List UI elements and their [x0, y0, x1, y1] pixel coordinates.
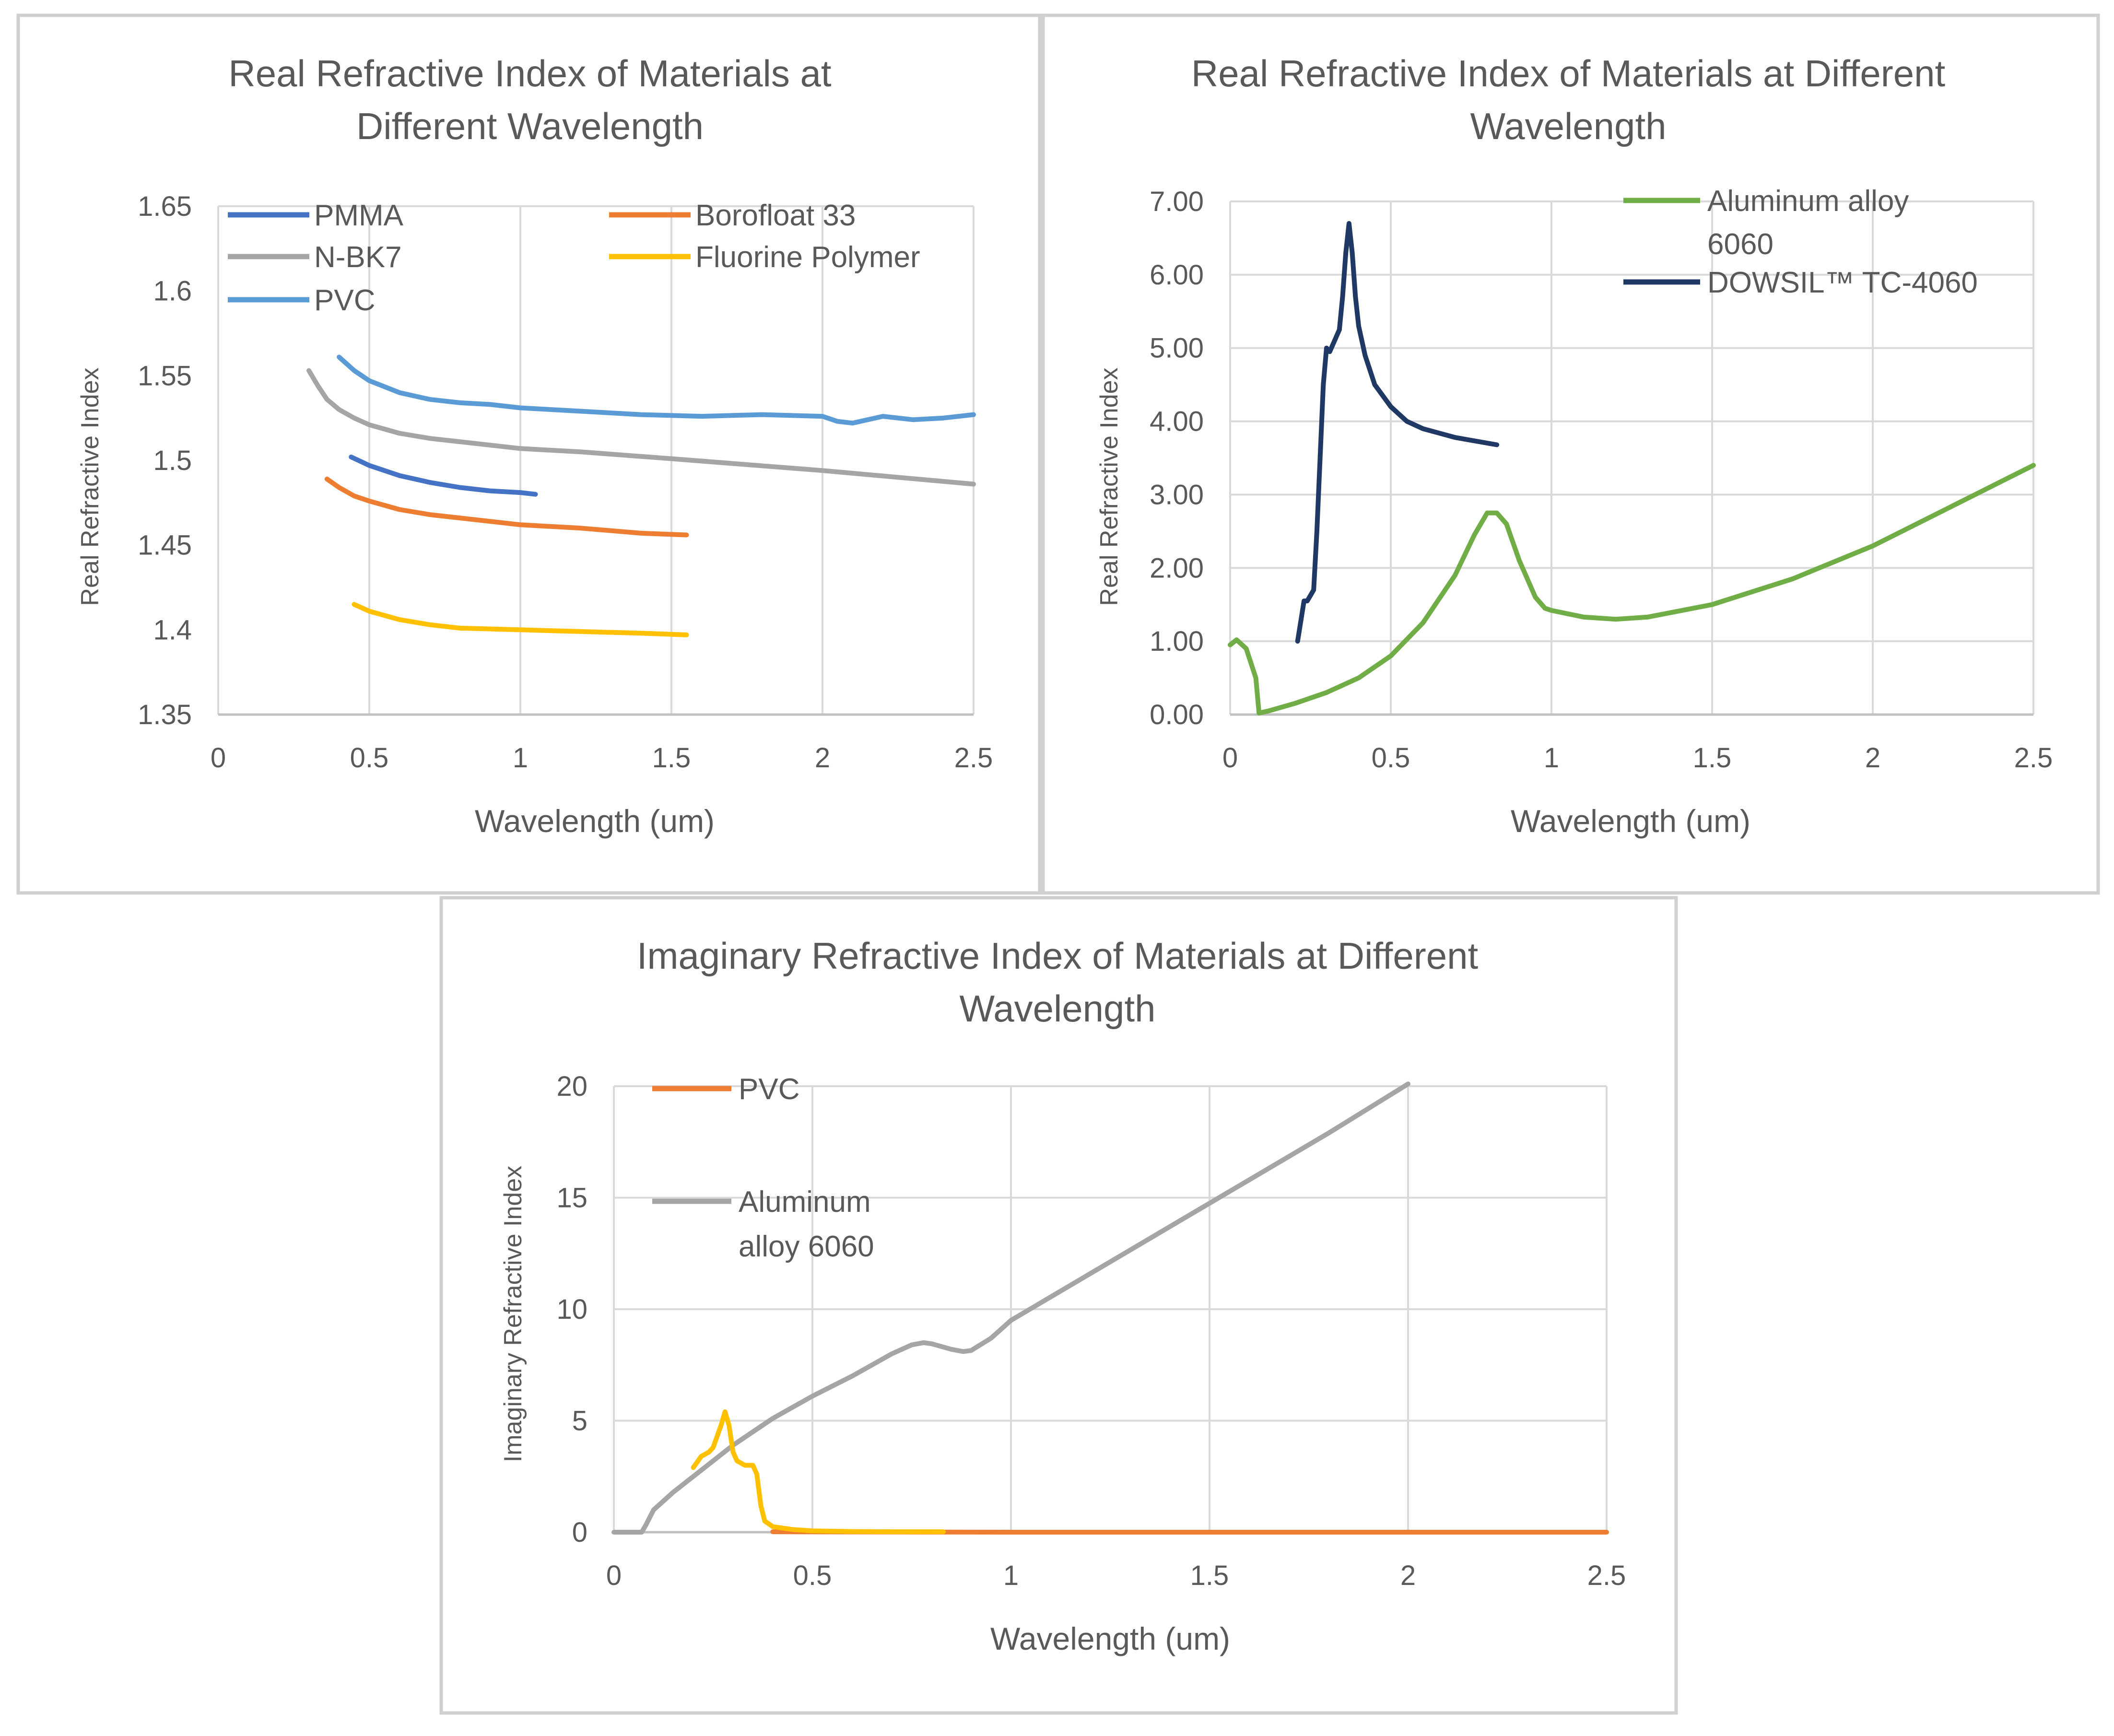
chart-1-x-tick-label: 0 [211, 742, 226, 774]
chart-2-x-tick-label: 1.5 [1693, 742, 1732, 774]
legend-label-pmma: PMMA [314, 199, 404, 232]
chart-1-series-n-bk7 [306, 368, 976, 487]
chart-2-legend: Aluminum alloy 6060 DOWSIL™ TC-4060 [1623, 185, 1978, 299]
chart-3-series-dowsil-tc-4060 [691, 1409, 946, 1535]
chart-2-series-aluminum-alloy-6060 [1228, 463, 2036, 716]
chart-2-y-axis-label: Real Refractive Index [1095, 367, 1123, 606]
chart-2-y-tick-label: 6.00 [1150, 259, 1204, 291]
chart-2-x-ticks: 0 0.5 1 1.5 2 2.5 [1222, 742, 2053, 774]
chart-3-x-ticks: 0 0.5 1 1.5 2 2.5 [606, 1560, 1626, 1591]
chart-2-y-tick-label: 2.00 [1150, 552, 1204, 584]
legend-label-dowsil: DOWSIL™ TC-4060 [1707, 266, 1978, 299]
chart-3-x-tick-label: 0.5 [793, 1560, 832, 1591]
legend-label-aluminum-line-2: 6060 [1707, 228, 1773, 261]
chart-3-y-tick-label: 5 [572, 1406, 587, 1437]
chart-3: Imaginary Refractive Index of Materials … [499, 935, 1626, 1656]
chart-1-x-axis-label: Wavelength (um) [475, 803, 715, 839]
chart-3-title-line-1: Imaginary Refractive Index of Materials … [637, 935, 1479, 977]
chart-2-y-tick-label: 3.00 [1150, 479, 1204, 510]
chart-1-series-borofloat-33 [324, 476, 689, 538]
chart-2-x-tick-label: 2.5 [2014, 742, 2053, 774]
chart-1-x-tick-label: 2 [815, 742, 830, 774]
legend-label-nbk7: N-BK7 [314, 241, 402, 274]
chart-3-y-tick-label: 10 [556, 1294, 587, 1325]
chart-2-y-tick-label: 5.00 [1150, 333, 1204, 364]
chart-3-x-tick-label: 1 [1003, 1560, 1019, 1591]
chart-3-series [611, 1081, 1609, 1535]
chart-1-y-tick-label: 1.5 [153, 445, 192, 476]
chart-1-series-pmma [349, 454, 538, 497]
chart-1-title-line-2: Different Wavelength [356, 105, 704, 147]
chart-3-grid [613, 1085, 1608, 1533]
chart-3-y-tick-label: 15 [556, 1183, 587, 1214]
chart-2-x-tick-label: 2 [1865, 742, 1880, 774]
chart-2-series [1228, 221, 2036, 716]
chart-1-y-ticks: 1.35 1.4 1.45 1.5 1.55 1.6 1.65 [138, 191, 192, 730]
legend-label-pvc: PVC [314, 284, 375, 317]
chart-3-x-tick-label: 1.5 [1190, 1560, 1229, 1591]
legend-label-borofloat: Borofloat 33 [695, 199, 856, 232]
chart-1-x-ticks: 0 0.5 1 1.5 2 2.5 [211, 742, 993, 774]
chart-panel-3 [439, 896, 1678, 1715]
legend-label-aluminum-imag-line-2: alloy 6060 [739, 1230, 874, 1263]
chart-3-x-tick-label: 2 [1400, 1560, 1416, 1591]
chart-3-y-axis-label: Imaginary Refractive Index [499, 1166, 527, 1463]
legend-label-pvc-imag: PVC [739, 1073, 799, 1106]
chart-2-y-tick-label: 0.00 [1150, 699, 1204, 730]
chart-1-x-tick-label: 0.5 [350, 742, 389, 774]
chart-1-series-pvc [337, 354, 976, 426]
chart-1-x-tick-label: 1.5 [652, 742, 691, 774]
chart-2: Real Refractive Index of Materials at Di… [1095, 52, 2053, 839]
legend-label-aluminum-line-1: Aluminum alloy [1707, 185, 1909, 218]
chart-2-y-tick-label: 4.00 [1150, 406, 1204, 437]
chart-3-x-tick-label: 2.5 [1587, 1560, 1626, 1591]
chart-1-series [306, 354, 976, 637]
chart-2-y-tick-label: 1.00 [1150, 626, 1204, 657]
chart-3-title-line-2: Wavelength [959, 987, 1155, 1030]
chart-3-y-tick-label: 0 [572, 1517, 587, 1548]
chart-1-title-line-1: Real Refractive Index of Materials at [228, 52, 832, 94]
chart-1: Real Refractive Index of Materials at Di… [76, 52, 993, 839]
chart-1-y-tick-label: 1.35 [138, 699, 192, 730]
chart-2-x-tick-label: 0.5 [1372, 742, 1410, 774]
chart-3-x-axis-label: Wavelength (um) [990, 1621, 1230, 1656]
chart-1-y-axis-label: Real Refractive Index [76, 367, 104, 606]
chart-1-legend: PMMA Borofloat 33 N-BK7 Fluorine Polymer… [228, 199, 920, 317]
chart-2-y-tick-label: 7.00 [1150, 186, 1204, 217]
legend-label-fluorine: Fluorine Polymer [695, 241, 920, 274]
chart-panel-1 [16, 13, 1042, 895]
chart-2-x-tick-label: 0 [1222, 742, 1238, 774]
chart-3-y-tick-label: 20 [556, 1071, 587, 1102]
chart-panel-2 [1041, 13, 2100, 895]
chart-2-title-line-1: Real Refractive Index of Materials at Di… [1191, 52, 1946, 94]
chart-3-y-ticks: 0 5 10 15 20 [556, 1071, 587, 1548]
chart-1-y-tick-label: 1.4 [153, 614, 192, 645]
legend-label-aluminum-imag-line-1: Aluminum [739, 1185, 871, 1219]
chart-2-y-ticks: 0.00 1.00 2.00 3.00 4.00 5.00 6.00 7.00 [1150, 186, 1204, 730]
chart-1-y-tick-label: 1.6 [153, 276, 192, 307]
chart-1-series-fluorine-polymer [352, 602, 689, 637]
chart-2-x-axis-label: Wavelength (um) [1511, 803, 1750, 839]
chart-1-x-tick-label: 2.5 [954, 742, 993, 774]
chart-1-x-tick-label: 1 [513, 742, 528, 774]
chart-2-x-tick-label: 1 [1544, 742, 1559, 774]
chart-3-x-tick-label: 0 [606, 1560, 622, 1591]
chart-1-y-tick-label: 1.65 [138, 191, 192, 222]
chart-1-y-tick-label: 1.55 [138, 360, 192, 391]
chart-1-y-tick-label: 1.45 [138, 530, 192, 561]
chart-3-series-aluminum-alloy-6060 [611, 1081, 1410, 1535]
chart-2-series-dowsil-tc-4060 [1295, 221, 1500, 644]
chart-3-legend: PVC Aluminum alloy 6060 [652, 1073, 874, 1263]
chart-2-title-line-2: Wavelength [1470, 105, 1666, 147]
